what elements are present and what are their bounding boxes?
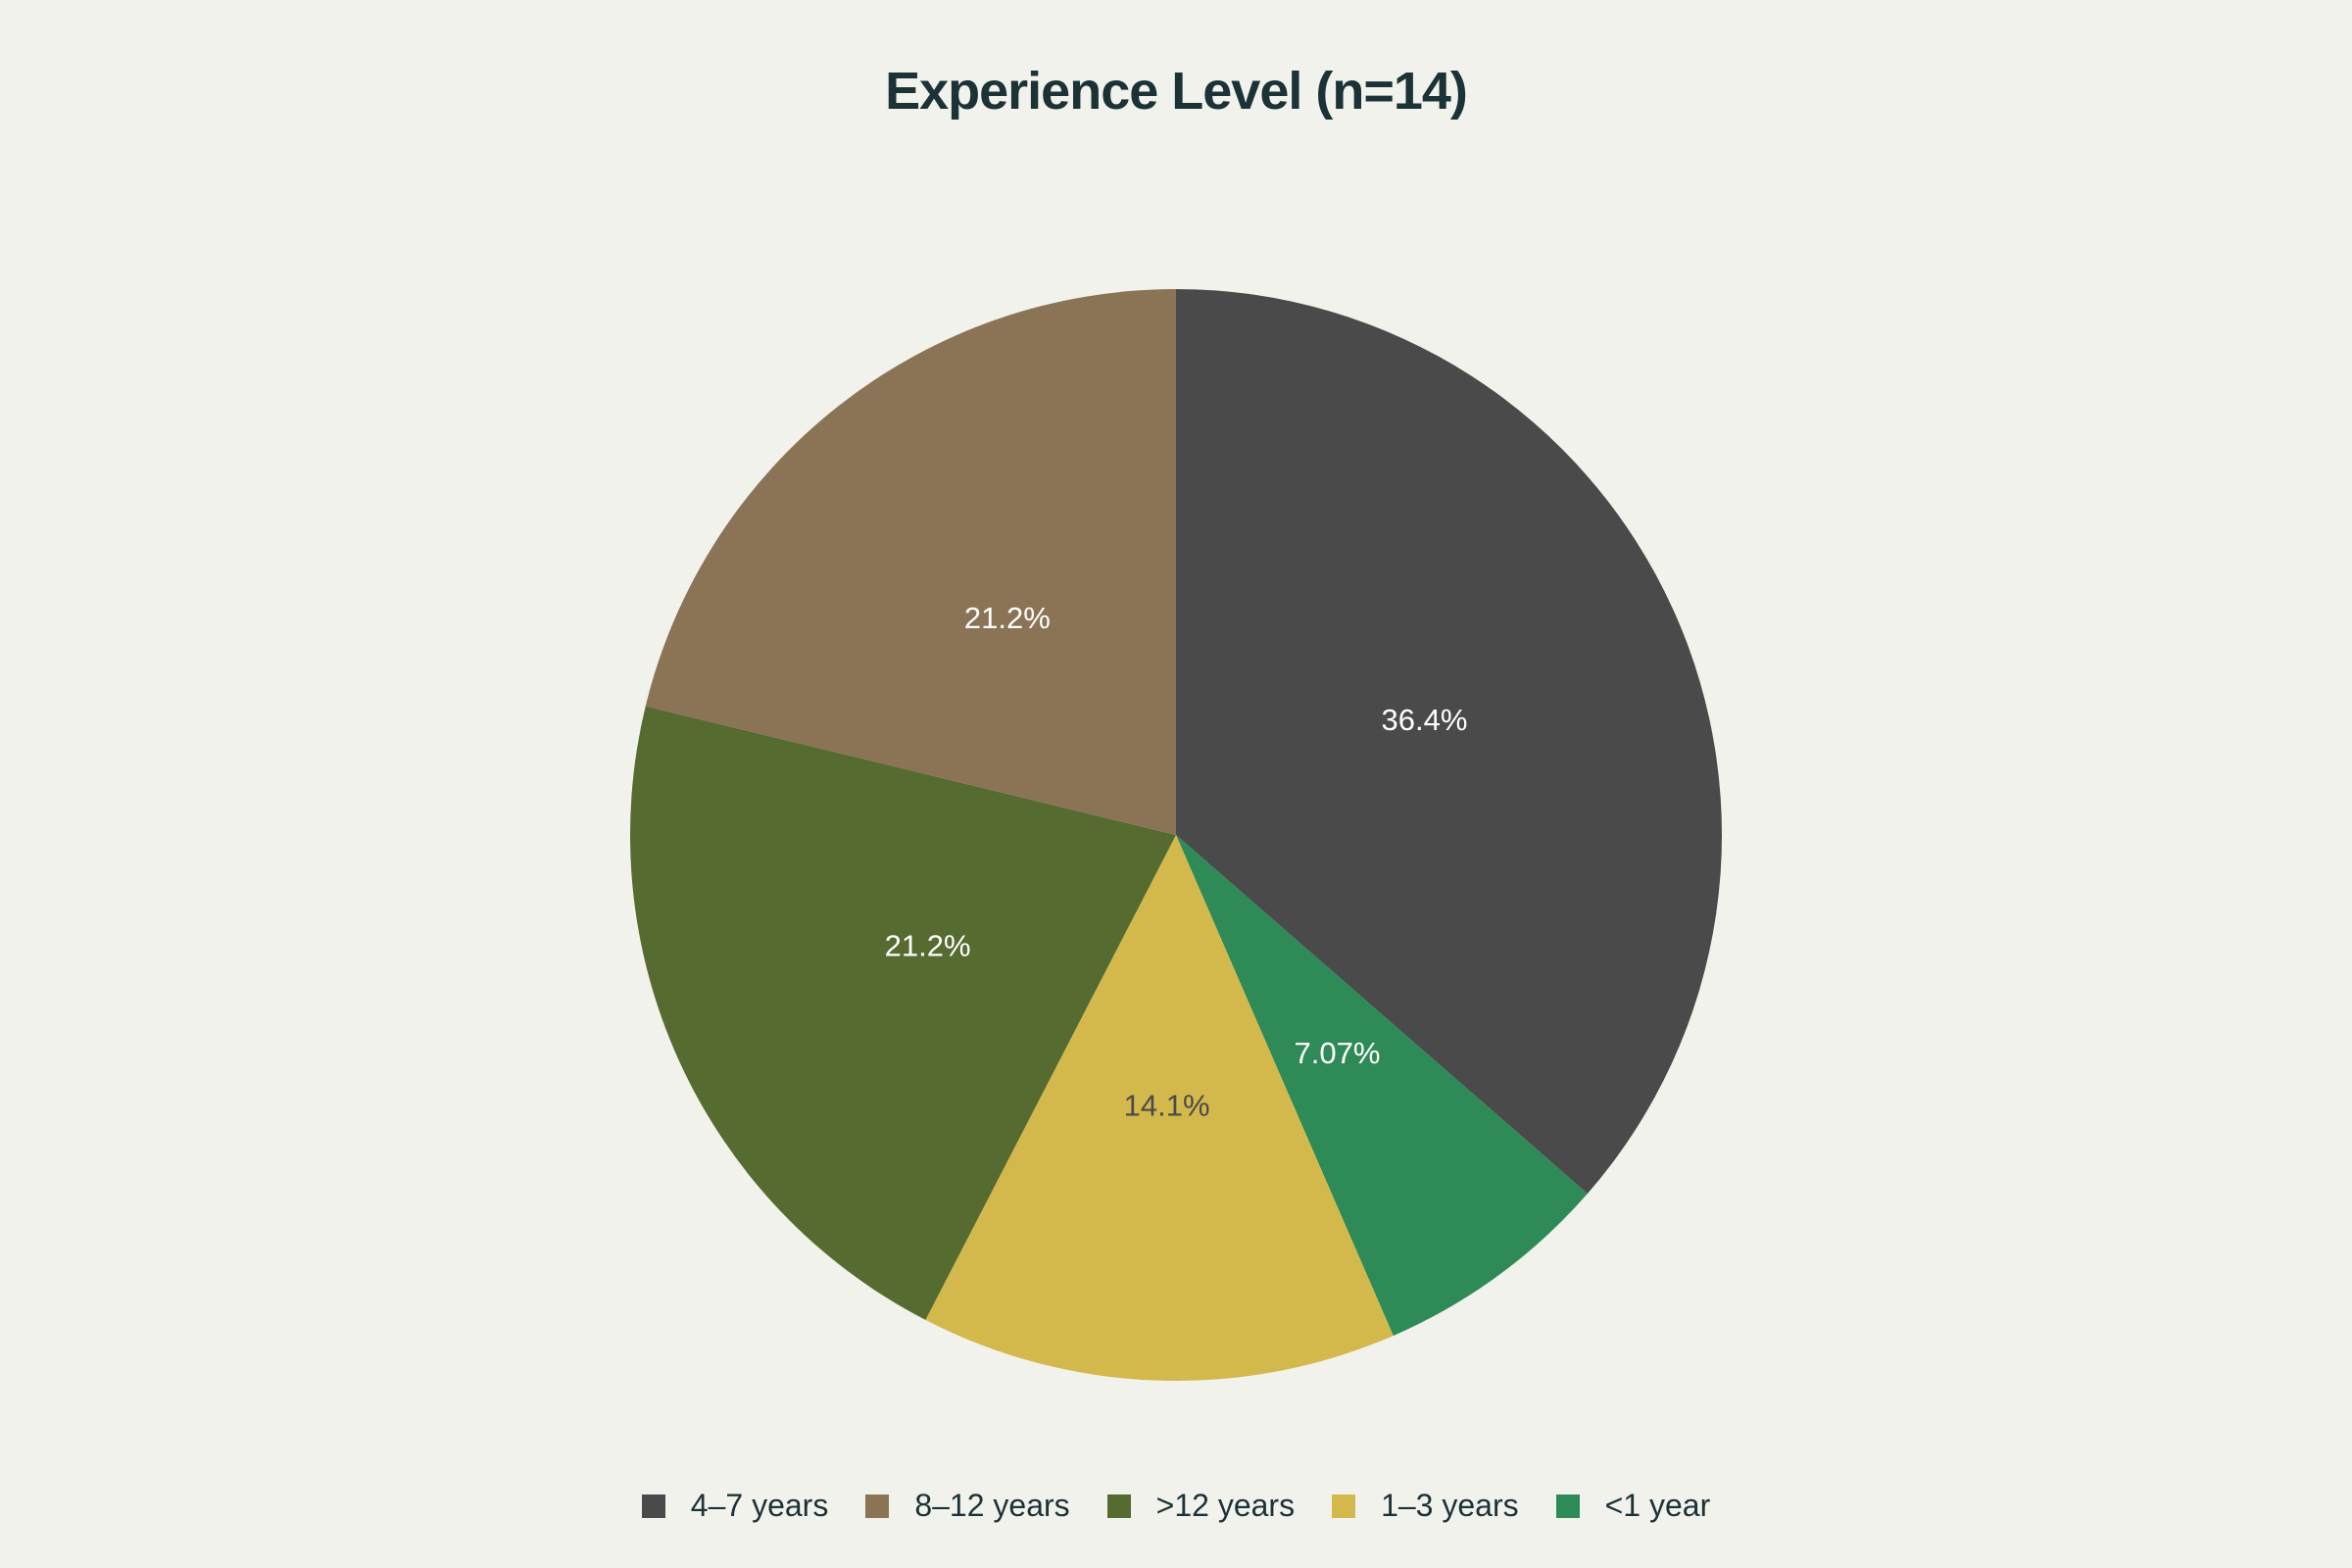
legend-item-1-3-years[interactable]: 1–3 years: [1332, 1488, 1519, 1524]
pie-slice-8-12-years: [645, 289, 1176, 835]
pie-slice-4-7-years: [1176, 289, 1723, 1195]
legend-item-8-12-years[interactable]: 8–12 years: [865, 1488, 1070, 1524]
pie-slice-1-3-years: [925, 835, 1394, 1381]
pie-slice-label-8-12-years: 21.2%: [964, 601, 1051, 635]
legend-item-gt-12-years[interactable]: >12 years: [1106, 1488, 1296, 1524]
pie-slice-label-lt-1-year: 7.07%: [1294, 1036, 1380, 1070]
pie-slice-label-4-7-years: 36.4%: [1382, 703, 1468, 737]
legend-swatch: [1555, 1494, 1580, 1518]
legend-swatch: [865, 1494, 890, 1518]
legend-item-lt-1-year[interactable]: <1 year: [1555, 1488, 1711, 1524]
legend-item-4-7-years[interactable]: 4–7 years: [641, 1488, 829, 1524]
legend: 4–7 years 8–12 years >12 years 1–3 years <1 …: [0, 1488, 2352, 1524]
legend-label: 8–12 years: [914, 1488, 1070, 1523]
legend-label: >12 years: [1155, 1488, 1296, 1523]
legend-swatch: [1332, 1494, 1356, 1518]
legend-label: 1–3 years: [1381, 1488, 1519, 1523]
chart-title: Experience Level (n=14): [885, 62, 1468, 121]
legend-swatch: [641, 1494, 665, 1518]
pie-slice-lt-1-year: [1176, 835, 1588, 1336]
pie-slice-label-gt-12-years: 21.2%: [885, 929, 971, 963]
pie-slice-label-1-3-years: 14.1%: [1124, 1089, 1210, 1123]
legend-label: <1 year: [1604, 1488, 1711, 1523]
legend-swatch: [1106, 1494, 1131, 1518]
legend-label: 4–7 years: [690, 1488, 829, 1523]
pie-slice-gt-12-years: [630, 706, 1176, 1320]
